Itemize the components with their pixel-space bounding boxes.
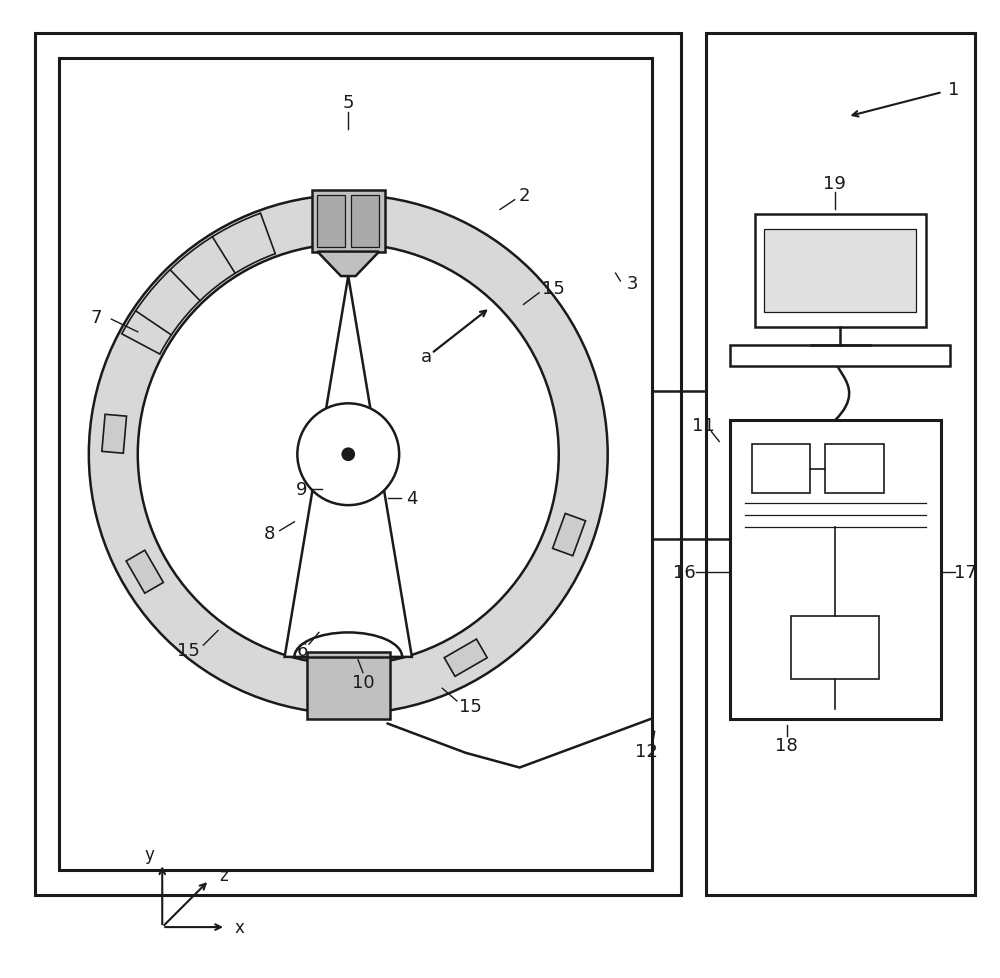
Text: 8: 8 [264,524,276,542]
Text: 6: 6 [297,642,308,659]
Polygon shape [126,551,163,594]
Text: z: z [220,867,228,884]
Bar [764,230,916,313]
Polygon shape [312,191,385,252]
Bar [351,196,379,247]
Text: 19: 19 [823,175,846,193]
Polygon shape [89,196,608,714]
Text: 15: 15 [177,642,200,659]
Bar [755,215,926,328]
Circle shape [297,404,399,506]
Text: 3: 3 [626,275,638,292]
Text: 18: 18 [775,736,798,754]
Bar [752,445,810,494]
Polygon shape [307,652,390,719]
Text: 15: 15 [459,697,482,715]
Text: a: a [421,348,432,366]
Text: 2: 2 [519,187,530,204]
Text: 4: 4 [406,490,418,508]
Text: 7: 7 [91,309,102,327]
Text: 5: 5 [343,94,354,111]
Text: 1: 1 [948,81,959,99]
Text: x: x [235,918,245,936]
Text: 15: 15 [542,280,565,297]
Bar [317,196,345,247]
Text: 17: 17 [954,563,976,581]
Bar [791,616,879,680]
Polygon shape [285,277,412,657]
Text: 12: 12 [635,742,658,760]
Bar [730,345,950,367]
Text: y: y [145,845,154,863]
Polygon shape [444,640,487,677]
Text: 11: 11 [692,417,715,434]
Bar [825,445,884,494]
Text: 10: 10 [352,674,374,691]
Text: 16: 16 [673,563,695,581]
Polygon shape [317,252,379,277]
Circle shape [341,448,355,462]
Text: 9: 9 [296,481,307,499]
Bar [730,421,941,719]
Polygon shape [553,513,586,556]
Polygon shape [102,415,127,454]
